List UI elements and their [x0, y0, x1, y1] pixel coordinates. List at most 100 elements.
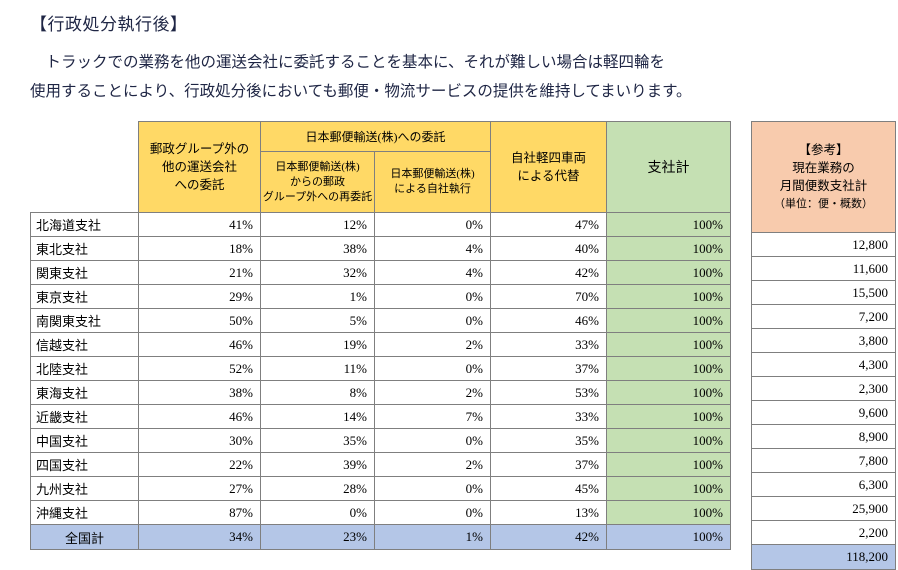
reference-row: 2,300 [751, 376, 896, 401]
cell-branch-total: 100% [606, 500, 731, 525]
cell-self_exec: 0% [374, 356, 491, 381]
main-table-header: 郵政グループ外の 他の運送会社 への委託 日本郵便輸送(株)への委託 自社軽四車… [30, 121, 731, 213]
cell-outside: 38% [138, 380, 261, 405]
reference-column-header: 【参考】 現在業務の 月間便数支社計 （単位：便・概数） [751, 121, 896, 233]
cell-self_exec: 0% [374, 500, 491, 525]
cell-recommission: 12% [260, 212, 375, 237]
cell-branch-total: 100% [606, 476, 731, 501]
row-label: 近畿支社 [30, 404, 139, 429]
cell-branch-total: 100% [606, 428, 731, 453]
cell-reference-count: 15,500 [751, 280, 896, 305]
total-cell-recommission: 23% [260, 524, 375, 550]
table-row: 中国支社 30% 35% 0% 35% 100% [30, 428, 731, 453]
reference-table-body: 12,800 11,600 15,500 7,200 3,800 4,300 2,300 9,… [751, 232, 896, 570]
col-header-light-vehicle: 自社軽四車両 による代替 [490, 121, 607, 213]
cell-outside: 29% [138, 284, 261, 309]
cell-recommission: 35% [260, 428, 375, 453]
cell-self_exec: 2% [374, 332, 491, 357]
row-label: 東京支社 [30, 284, 139, 309]
cell-outside: 27% [138, 476, 261, 501]
reference-row: 11,600 [751, 256, 896, 281]
cell-reference-count: 2,200 [751, 520, 896, 545]
cell-recommission: 38% [260, 236, 375, 261]
cell-light: 33% [490, 404, 607, 429]
cell-branch-total: 100% [606, 260, 731, 285]
row-label: 東海支社 [30, 380, 139, 405]
cell-branch-total: 100% [606, 308, 731, 333]
total-row: 全国計 34% 23% 1% 42% 100% [30, 524, 731, 550]
cell-outside: 52% [138, 356, 261, 381]
reference-unit-label: （単位：便・概数） [774, 198, 873, 210]
cell-recommission: 8% [260, 380, 375, 405]
cell-outside: 41% [138, 212, 261, 237]
cell-reference-count: 3,800 [751, 328, 896, 353]
blank-corner-cell [30, 121, 139, 213]
total-cell-branch-total: 100% [606, 524, 731, 550]
reference-row: 8,900 [751, 424, 896, 449]
cell-recommission: 5% [260, 308, 375, 333]
reference-row: 3,800 [751, 328, 896, 353]
row-label: 信越支社 [30, 332, 139, 357]
row-label: 北陸支社 [30, 356, 139, 381]
cell-branch-total: 100% [606, 284, 731, 309]
cell-self_exec: 0% [374, 212, 491, 237]
table-row: 東海支社 38% 8% 2% 53% 100% [30, 380, 731, 405]
cell-light: 47% [490, 212, 607, 237]
reference-total-row: 118,200 [751, 544, 896, 570]
total-cell-outside: 34% [138, 524, 261, 550]
table-row: 南関東支社 50% 5% 0% 46% 100% [30, 308, 731, 333]
cell-recommission: 1% [260, 284, 375, 309]
cell-branch-total: 100% [606, 236, 731, 261]
row-label: 北海道支社 [30, 212, 139, 237]
total-cell-self_exec: 1% [374, 524, 491, 550]
cell-reference-count: 4,300 [751, 352, 896, 377]
cell-light: 45% [490, 476, 607, 501]
main-table-body: 北海道支社 41% 12% 0% 47% 100% 東北支社 18% 38% 4% 40% 100% 関… [30, 212, 731, 550]
cell-recommission: 14% [260, 404, 375, 429]
cell-branch-total: 100% [606, 212, 731, 237]
total-cell-light: 42% [490, 524, 607, 550]
cell-recommission: 11% [260, 356, 375, 381]
cell-reference-count: 8,900 [751, 424, 896, 449]
cell-light: 35% [490, 428, 607, 453]
cell-reference-count: 7,800 [751, 448, 896, 473]
cell-light: 46% [490, 308, 607, 333]
cell-light: 13% [490, 500, 607, 525]
intro-paragraph: トラックでの業務を他の運送会社に委託することを基本に、それが難しい場合は軽四輪を… [30, 54, 692, 100]
cell-reference-count: 2,300 [751, 376, 896, 401]
cell-reference-count: 12,800 [751, 232, 896, 257]
cell-outside: 50% [138, 308, 261, 333]
cell-branch-total: 100% [606, 356, 731, 381]
cell-outside: 46% [138, 332, 261, 357]
cell-recommission: 39% [260, 452, 375, 477]
row-label: 中国支社 [30, 428, 139, 453]
cell-outside: 46% [138, 404, 261, 429]
reference-table-header: 【参考】 現在業務の 月間便数支社計 （単位：便・概数） [751, 121, 896, 233]
cell-self_exec: 4% [374, 236, 491, 261]
row-label: 東北支社 [30, 236, 139, 261]
table-row: 近畿支社 46% 14% 7% 33% 100% [30, 404, 731, 429]
reference-table: 【参考】 現在業務の 月間便数支社計 （単位：便・概数） 12,800 11,60… [751, 121, 896, 570]
table-row: 信越支社 46% 19% 2% 33% 100% [30, 332, 731, 357]
col-header-outside-carriers: 郵政グループ外の 他の運送会社 への委託 [138, 121, 261, 213]
cell-outside: 21% [138, 260, 261, 285]
table-row: 四国支社 22% 39% 2% 37% 100% [30, 452, 731, 477]
cell-reference-count: 11,600 [751, 256, 896, 281]
reference-row: 25,900 [751, 496, 896, 521]
header-row-group: 郵政グループ外の 他の運送会社 への委託 日本郵便輸送(株)への委託 自社軽四車… [30, 121, 731, 213]
col-header-recommission: 日本郵便輸送(株) からの郵政 グループ外への再委託 [260, 151, 375, 213]
cell-self_exec: 2% [374, 452, 491, 477]
row-label: 九州支社 [30, 476, 139, 501]
cell-light: 53% [490, 380, 607, 405]
cell-branch-total: 100% [606, 380, 731, 405]
cell-reference-count: 9,600 [751, 400, 896, 425]
cell-self_exec: 0% [374, 308, 491, 333]
main-table: 郵政グループ外の 他の運送会社 への委託 日本郵便輸送(株)への委託 自社軽四車… [30, 121, 731, 550]
reference-row: 7,200 [751, 304, 896, 329]
reference-row: 4,300 [751, 352, 896, 377]
cell-self_exec: 2% [374, 380, 491, 405]
table-row: 関東支社 21% 32% 4% 42% 100% [30, 260, 731, 285]
table-row: 北陸支社 52% 11% 0% 37% 100% [30, 356, 731, 381]
cell-outside: 22% [138, 452, 261, 477]
cell-outside: 87% [138, 500, 261, 525]
